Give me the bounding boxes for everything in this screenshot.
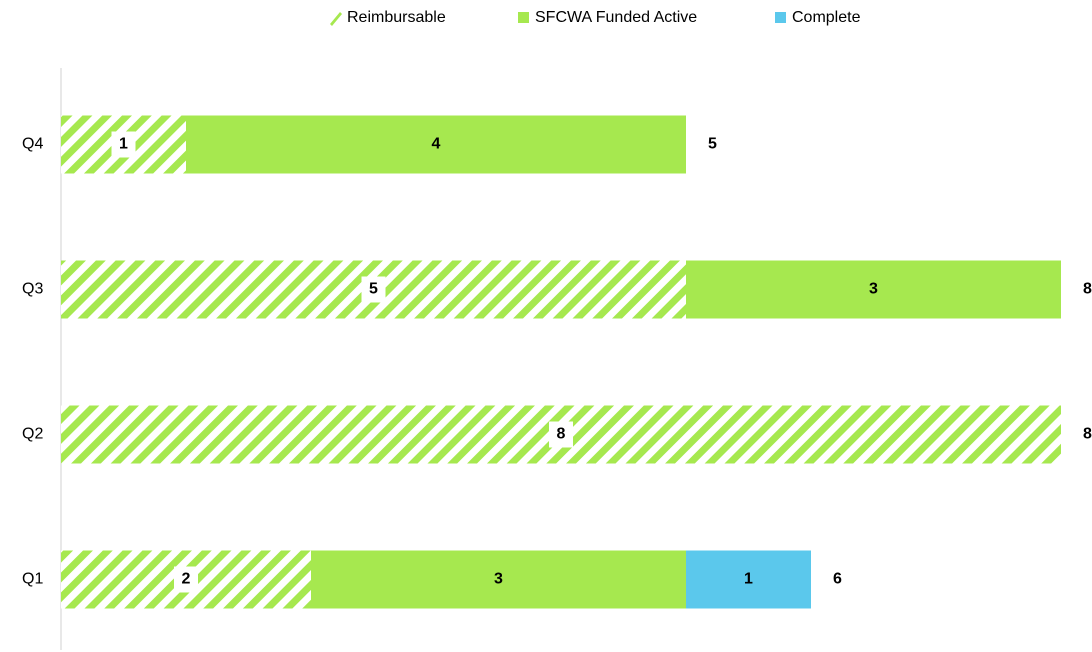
total-label: 5 [708,136,717,153]
y-tick-label: Q4 [22,136,43,153]
bar-segment [186,115,686,174]
total-label: 8 [1083,426,1092,443]
data-label-bg [174,566,198,593]
data-label: 3 [494,571,503,588]
bar-segment [686,260,1061,319]
legend-label: Complete [792,9,861,26]
legend-label: SFCWA Funded Active [535,9,697,26]
y-tick-label: Q3 [22,281,43,298]
data-label: 1 [744,571,753,588]
data-label-bg [361,276,386,303]
total-label: 8 [1083,281,1092,298]
y-tick-label: Q1 [22,571,43,588]
y-tick-label: Q2 [22,426,43,443]
bar-segment [686,550,811,609]
legend-swatch [518,12,529,23]
total-label: 6 [833,571,842,588]
bar-segment [311,550,686,609]
data-label-bg [549,421,573,448]
data-label: 2 [182,571,191,588]
data-label: 4 [432,136,441,153]
legend-label: Reimbursable [347,9,446,26]
legend-swatch [775,12,786,23]
legend-swatch [330,12,342,26]
data-label: 5 [369,281,378,298]
data-label: 1 [119,136,128,153]
data-label: 3 [869,281,878,298]
data-label-bg [111,131,136,158]
data-label: 8 [557,426,566,443]
